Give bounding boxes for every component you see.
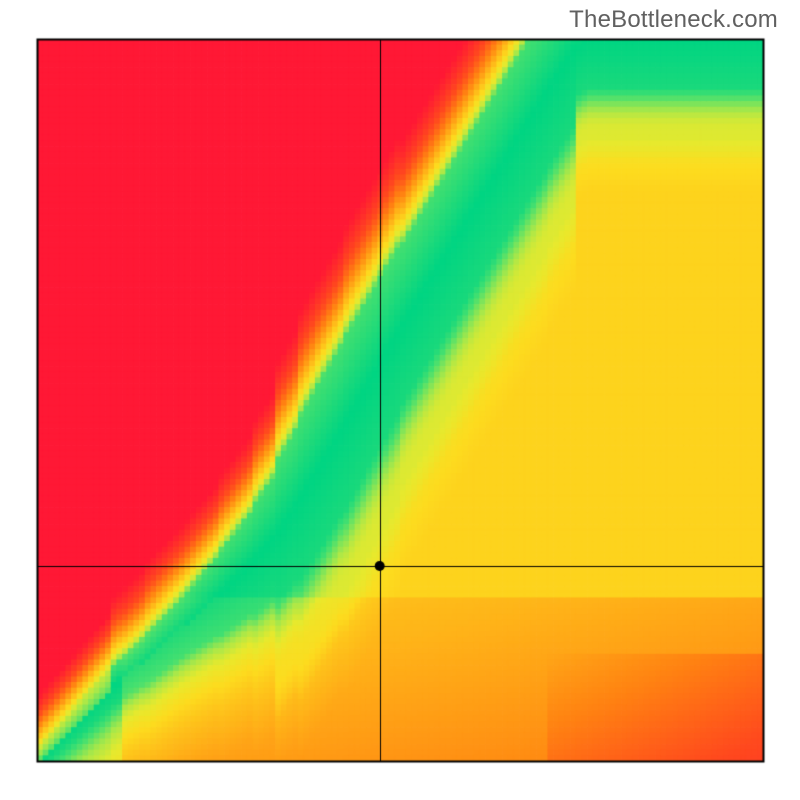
watermark-text: TheBottleneck.com [569,6,778,34]
heatmap-canvas [0,0,800,800]
bottleneck-heatmap-figure: TheBottleneck.com [0,0,800,800]
